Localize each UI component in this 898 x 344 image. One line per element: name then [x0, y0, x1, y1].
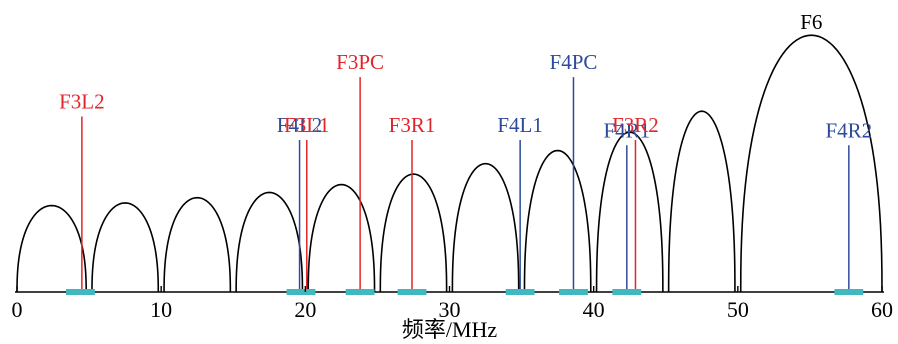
- x-tick-label-40: 40: [583, 297, 605, 322]
- band-4: [397, 289, 427, 295]
- x-ticks: 0 10 20 30 40 50 60: [12, 286, 893, 322]
- marker-label-f4l1: F4L1: [497, 113, 543, 137]
- lobe-label-f6: F6: [800, 10, 822, 34]
- marker-label-f3pc: F3PC: [336, 50, 384, 74]
- x-tick-label-20: 20: [294, 297, 316, 322]
- band-1: [66, 289, 95, 295]
- x-tick-label-50: 50: [727, 297, 749, 322]
- band-5: [505, 289, 535, 295]
- lobe-3: [163, 196, 232, 293]
- marker-label-f4r1: F4R1: [603, 118, 650, 142]
- lobe-10: [667, 110, 736, 293]
- marker-label-f3r2: F3R2: [612, 113, 659, 137]
- lobe-2: [91, 202, 160, 293]
- band-8: [834, 289, 864, 295]
- frequency-bands: [66, 289, 864, 295]
- x-tick-label-0: 0: [12, 297, 23, 322]
- lobe-7: [451, 162, 520, 293]
- band-6: [559, 289, 588, 295]
- lobe-4: [235, 191, 304, 293]
- lobe-8: [523, 149, 592, 293]
- marker-label-f4l2: F4L2: [277, 113, 323, 137]
- lobe-curves: [16, 34, 883, 293]
- marker-label-f3l2: F3L2: [59, 89, 105, 113]
- band-2: [286, 289, 316, 295]
- lobe-6: [379, 173, 448, 293]
- lobe-11: [739, 34, 883, 293]
- x-tick-label-30: 30: [439, 297, 461, 322]
- band-3: [345, 289, 375, 295]
- lobe-9: [595, 131, 664, 293]
- x-tick-label-10: 10: [150, 297, 172, 322]
- marker-label-f3l1: F3L1: [284, 113, 330, 137]
- marker-label-f3r1: F3R1: [389, 113, 436, 137]
- x-tick-label-60: 60: [871, 297, 893, 322]
- marker-label-f4r2: F4R2: [825, 118, 872, 142]
- band-7: [612, 289, 642, 295]
- lobe-5: [307, 183, 376, 293]
- signal-markers: [81, 77, 850, 292]
- lobe-1: [16, 204, 87, 293]
- marker-label-f4pc: F4PC: [550, 50, 598, 74]
- x-axis-label: 频率/MHz: [402, 317, 498, 342]
